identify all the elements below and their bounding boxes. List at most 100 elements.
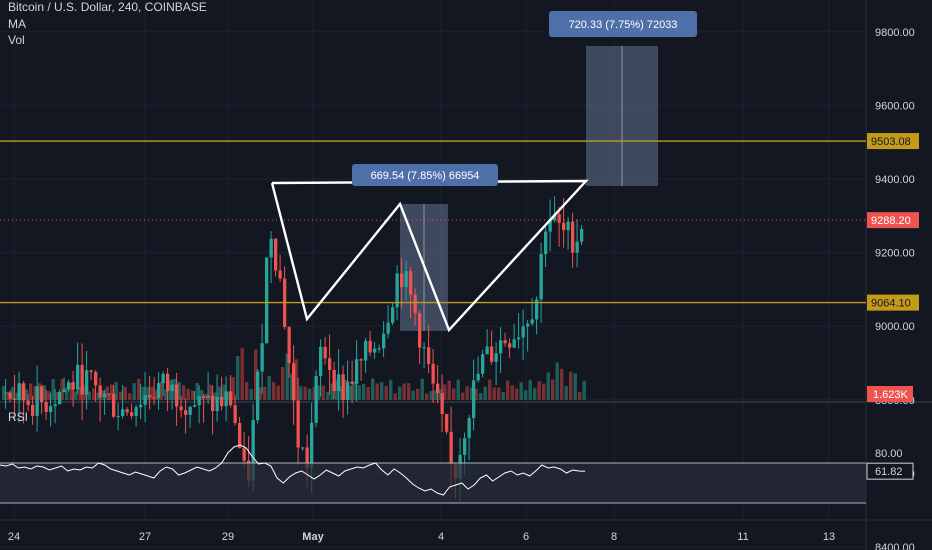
candle-body xyxy=(193,405,197,407)
vol-indicator-label[interactable]: Vol xyxy=(8,33,25,47)
volume-bar xyxy=(497,387,501,400)
volume-bar xyxy=(177,382,181,400)
volume-bar xyxy=(474,388,478,400)
time-axis-tick: 6 xyxy=(523,531,529,543)
candle-body xyxy=(377,348,381,350)
volume-bar xyxy=(560,368,564,400)
volume-bar xyxy=(555,362,559,400)
volume-tag-label: 1.623K xyxy=(873,389,909,401)
rsi-band xyxy=(0,463,866,503)
price-axis-tick: 9000.00 xyxy=(875,321,915,333)
candle-body xyxy=(463,438,467,455)
volume-bar xyxy=(411,390,415,400)
volume-bar xyxy=(443,384,447,400)
volume-bar xyxy=(326,392,330,400)
candle-body xyxy=(521,326,525,338)
volume-bar xyxy=(204,393,208,400)
volume-bar xyxy=(470,387,474,400)
candle-body xyxy=(355,359,359,384)
time-axis-tick: 11 xyxy=(737,531,748,543)
candle-body xyxy=(571,221,575,253)
volume-bar xyxy=(384,385,388,400)
volume-bar xyxy=(155,389,159,400)
volume-bar xyxy=(47,391,51,400)
volume-bar xyxy=(582,380,586,400)
volume-bar xyxy=(353,381,357,400)
volume-bar xyxy=(150,386,154,400)
candle-body xyxy=(292,363,296,401)
time-axis-tick: 29 xyxy=(222,531,234,543)
volume-bar xyxy=(119,391,123,400)
volume-bar xyxy=(141,386,145,400)
volume-bar xyxy=(245,381,249,400)
candle-body xyxy=(116,415,120,417)
candle-body xyxy=(269,238,273,258)
candle-body xyxy=(184,410,188,415)
candle-body xyxy=(337,374,341,391)
time-axis-tick: 8 xyxy=(611,531,617,543)
price-tag-upper-gold xyxy=(867,133,919,150)
candle-body xyxy=(238,423,242,449)
volume-bar xyxy=(182,385,186,400)
volume-bar xyxy=(375,383,379,400)
price-tag-label-current-price: 9288.20 xyxy=(871,215,911,227)
candle-body xyxy=(202,396,206,398)
candle-body xyxy=(170,384,174,392)
candle-body xyxy=(13,398,17,401)
volume-bar xyxy=(317,385,321,400)
volume-bar xyxy=(438,389,442,400)
candle-body xyxy=(265,257,269,344)
candle-body xyxy=(175,384,179,407)
candle-body xyxy=(62,389,66,393)
volume-bar xyxy=(398,386,402,400)
ma-indicator-label[interactable]: MA xyxy=(8,17,26,31)
candle-body xyxy=(562,222,566,231)
volume-bar xyxy=(2,386,6,400)
time-axis-tick: 4 xyxy=(438,531,444,543)
candle-body xyxy=(17,383,21,401)
volume-bar xyxy=(20,384,24,400)
volume-bar xyxy=(281,367,285,400)
volume-bar xyxy=(456,379,460,400)
volume-bar xyxy=(542,383,546,400)
volume-bar xyxy=(510,385,514,400)
volume-bar xyxy=(425,393,429,400)
rsi-indicator-label[interactable]: RSI xyxy=(8,410,29,424)
rsi-line xyxy=(0,444,586,496)
volume-bar xyxy=(240,348,244,400)
candle-body xyxy=(517,337,521,340)
candle-body xyxy=(256,371,260,421)
candle-body xyxy=(508,343,512,348)
volume-bar xyxy=(236,356,240,400)
volume-bar xyxy=(461,392,465,400)
volume-bar xyxy=(420,378,424,400)
volume-bar xyxy=(56,392,60,400)
candle-body xyxy=(211,395,215,412)
candle-body xyxy=(548,220,552,232)
candle-body xyxy=(350,381,354,384)
candle-body xyxy=(566,221,570,231)
candle-body xyxy=(134,407,138,417)
volume-bar xyxy=(407,383,411,400)
candle-body xyxy=(121,409,125,416)
volume-bar xyxy=(173,379,177,400)
volume-bar xyxy=(483,386,487,400)
volume-bar xyxy=(564,386,568,400)
volume-bar xyxy=(263,386,267,400)
volume-bar xyxy=(191,390,195,400)
candle-body xyxy=(490,346,494,362)
candle-body xyxy=(49,406,53,412)
candle-body xyxy=(80,365,84,395)
candle-body xyxy=(368,340,372,353)
candle-body xyxy=(364,340,368,361)
volume-bar xyxy=(33,386,37,400)
candle-body xyxy=(44,402,48,412)
candle-body xyxy=(22,383,26,401)
candle-body xyxy=(323,346,327,359)
candle-body xyxy=(89,370,93,372)
volume-bar xyxy=(222,384,226,400)
candle-body xyxy=(310,422,314,468)
volume-bar xyxy=(492,387,496,400)
